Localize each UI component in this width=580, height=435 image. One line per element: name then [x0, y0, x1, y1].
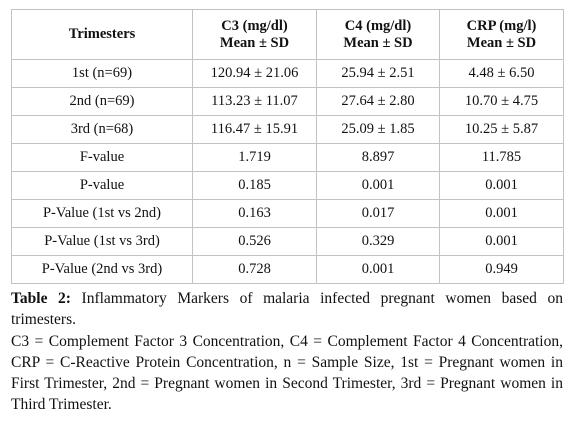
c3-cell: 120.94 ± 21.06	[192, 59, 317, 88]
crp-cell: 0.001	[439, 227, 564, 256]
table-caption: Table 2: Inflammatory Markers of malaria…	[11, 288, 563, 330]
header-c4: C4 (mg/dl) Mean ± SD	[316, 9, 440, 60]
c3-cell: 1.719	[192, 143, 317, 172]
header-label: CRP (mg/l)	[466, 17, 537, 34]
c3-cell: 0.728	[192, 255, 317, 284]
table-row: P-Value (2nd vs 3rd) 0.728 0.001 0.949	[11, 255, 564, 284]
table-row: P-Value (1st vs 2nd) 0.163 0.017 0.001	[11, 199, 564, 228]
c3-cell: 0.526	[192, 227, 317, 256]
table-row: 3rd (n=68) 116.47 ± 15.91 25.09 ± 1.85 1…	[11, 115, 564, 144]
crp-cell: 10.25 ± 5.87	[439, 115, 564, 144]
crp-cell: 0.001	[439, 199, 564, 228]
table-row: F-value 1.719 8.897 11.785	[11, 143, 564, 172]
c4-cell: 27.64 ± 2.80	[316, 87, 440, 116]
c3-cell: 0.163	[192, 199, 317, 228]
header-trimesters: Trimesters	[11, 9, 193, 60]
c3-cell: 0.185	[192, 171, 317, 200]
header-crp: CRP (mg/l) Mean ± SD	[439, 9, 564, 60]
header-sublabel: Mean ± SD	[343, 34, 413, 51]
crp-cell: 0.949	[439, 255, 564, 284]
crp-cell: 10.70 ± 4.75	[439, 87, 564, 116]
header-label: C4 (mg/dl)	[344, 17, 412, 34]
table-row: 1st (n=69) 120.94 ± 21.06 25.94 ± 2.51 4…	[11, 59, 564, 88]
c3-cell: 116.47 ± 15.91	[192, 115, 317, 144]
inflammatory-markers-table: Trimesters C3 (mg/dl) Mean ± SD C4 (mg/d…	[11, 9, 564, 284]
caption-text: Inflammatory Markers of malaria infected…	[11, 290, 563, 328]
table-row: P-value 0.185 0.001 0.001	[11, 171, 564, 200]
row-label-cell: P-Value (1st vs 3rd)	[11, 227, 193, 256]
header-sublabel: Mean ± SD	[219, 34, 290, 51]
figure-table-2: Trimesters C3 (mg/dl) Mean ± SD C4 (mg/d…	[11, 9, 564, 415]
row-label-cell: P-Value (1st vs 2nd)	[11, 199, 193, 228]
row-label-cell: P-value	[11, 171, 193, 200]
row-label-cell: 2nd (n=69)	[11, 87, 193, 116]
c4-cell: 0.329	[316, 227, 440, 256]
table-abbreviation-notes: C3 = Complement Factor 3 Concentration, …	[11, 333, 563, 413]
row-label-cell: 3rd (n=68)	[11, 115, 193, 144]
c4-cell: 25.94 ± 2.51	[316, 59, 440, 88]
table-header-row: Trimesters C3 (mg/dl) Mean ± SD C4 (mg/d…	[11, 9, 564, 60]
c4-cell: 25.09 ± 1.85	[316, 115, 440, 144]
table-row: 2nd (n=69) 113.23 ± 11.07 27.64 ± 2.80 1…	[11, 87, 564, 116]
caption-label: Table 2:	[11, 290, 71, 307]
header-label: Trimesters	[68, 26, 136, 42]
c4-cell: 0.017	[316, 199, 440, 228]
c4-cell: 8.897	[316, 143, 440, 172]
row-label-cell: P-Value (2nd vs 3rd)	[11, 255, 193, 284]
crp-cell: 0.001	[439, 171, 564, 200]
crp-cell: 11.785	[439, 143, 564, 172]
table-row: P-Value (1st vs 3rd) 0.526 0.329 0.001	[11, 227, 564, 256]
c4-cell: 0.001	[316, 255, 440, 284]
header-label: C3 (mg/dl)	[221, 17, 288, 34]
c4-cell: 0.001	[316, 171, 440, 200]
crp-cell: 4.48 ± 6.50	[439, 59, 564, 88]
row-label-cell: F-value	[11, 143, 193, 172]
header-sublabel: Mean ± SD	[466, 34, 537, 51]
header-c3: C3 (mg/dl) Mean ± SD	[192, 9, 317, 60]
row-label-cell: 1st (n=69)	[11, 59, 193, 88]
c3-cell: 113.23 ± 11.07	[192, 87, 317, 116]
